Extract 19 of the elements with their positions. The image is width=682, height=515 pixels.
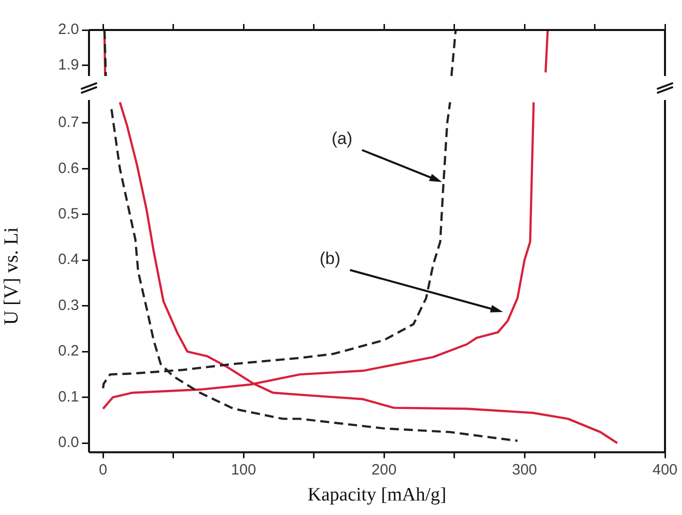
y-axis-title: U [V] vs. Li	[0, 226, 22, 325]
y-tick-label: 0.3	[58, 296, 79, 314]
y-tick-label: 2.0	[58, 21, 79, 38]
y-tick-label: 0.4	[58, 251, 79, 268]
x-tick-label: 400	[652, 461, 678, 478]
x-tick-label: 0	[98, 461, 108, 478]
y-tick-label: 0.7	[58, 114, 79, 132]
y-tick-label: 1.9	[58, 56, 79, 74]
annotation: (a)	[332, 129, 352, 148]
y-tick-label: 0.2	[58, 342, 79, 360]
y-tick-label: 0.5	[58, 205, 79, 222]
x-tick-label: 300	[512, 461, 538, 478]
y-tick-label: 0.6	[58, 160, 79, 177]
x-tick-label: 100	[231, 461, 256, 478]
annotation: (b)	[320, 249, 340, 268]
y-tick-label: 0.0	[58, 434, 79, 452]
x-tick-label: 200	[372, 461, 397, 478]
x-axis-title: Kapacity [mAh/g]	[308, 484, 446, 506]
y-tick-label: 0.1	[58, 388, 79, 406]
